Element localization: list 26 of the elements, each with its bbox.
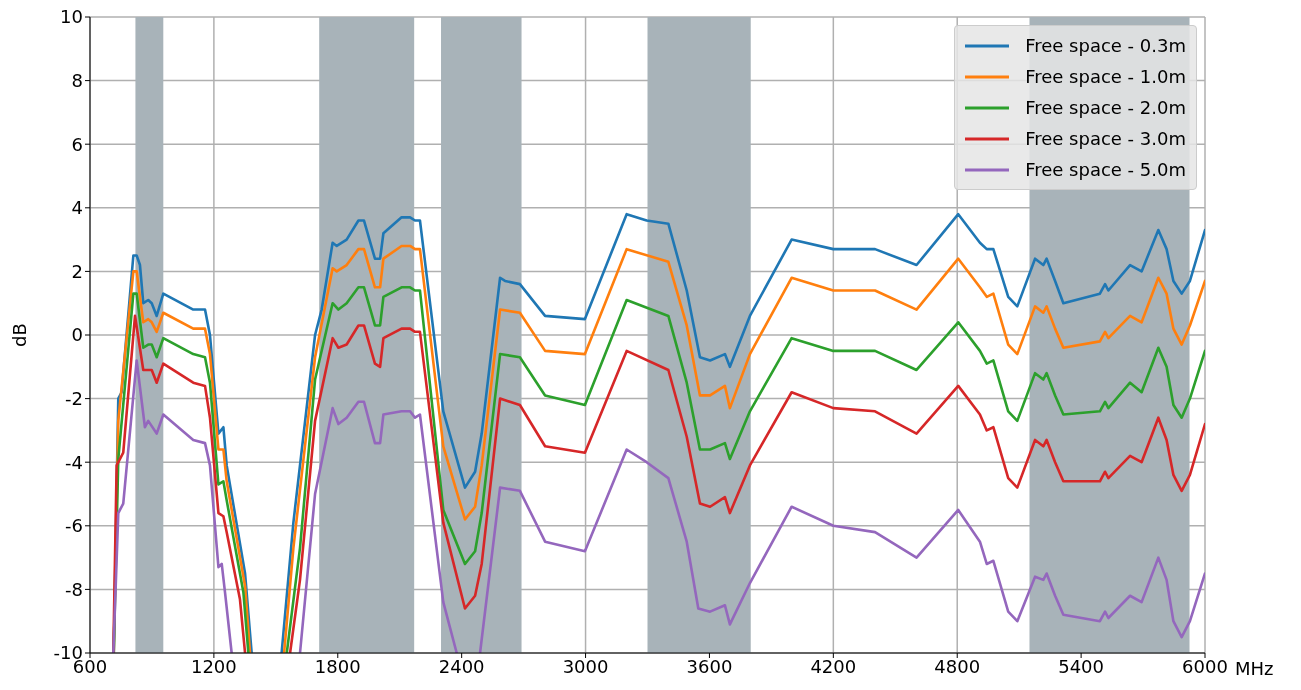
y-tick-label: -2 — [65, 387, 83, 409]
legend-label: Free space - 0.3m — [1025, 35, 1186, 56]
x-tick-label: 5400 — [1058, 655, 1105, 677]
y-tick-label: -4 — [65, 451, 83, 473]
x-tick-label: 4800 — [934, 655, 981, 677]
legend-label: Free space - 1.0m — [1025, 66, 1186, 87]
y-axis-title: dB — [9, 323, 31, 347]
legend-label: Free space - 2.0m — [1025, 97, 1186, 118]
x-tick-label: 1200 — [190, 655, 237, 677]
y-tick-label: 10 — [60, 6, 83, 28]
x-tick-label: 2400 — [438, 655, 485, 677]
y-tick-label: 8 — [71, 69, 83, 91]
x-tick-label: 6000 — [1182, 655, 1228, 677]
x-tick-label: 3000 — [562, 655, 609, 677]
y-tick-label: 0 — [71, 324, 83, 346]
y-tick-label: -8 — [65, 578, 83, 600]
legend-label: Free space - 5.0m — [1025, 159, 1186, 180]
y-tick-label: 2 — [71, 260, 83, 282]
x-tick-label: 1800 — [314, 655, 361, 677]
y-tick-label: -6 — [65, 515, 83, 537]
x-tick-label: 4200 — [810, 655, 857, 677]
y-tick-label: 4 — [71, 197, 83, 219]
y-tick-label: 6 — [71, 133, 83, 155]
x-axis-title: MHz — [1235, 658, 1274, 679]
legend-label: Free space - 3.0m — [1025, 128, 1186, 149]
x-tick-label: 3600 — [686, 655, 733, 677]
